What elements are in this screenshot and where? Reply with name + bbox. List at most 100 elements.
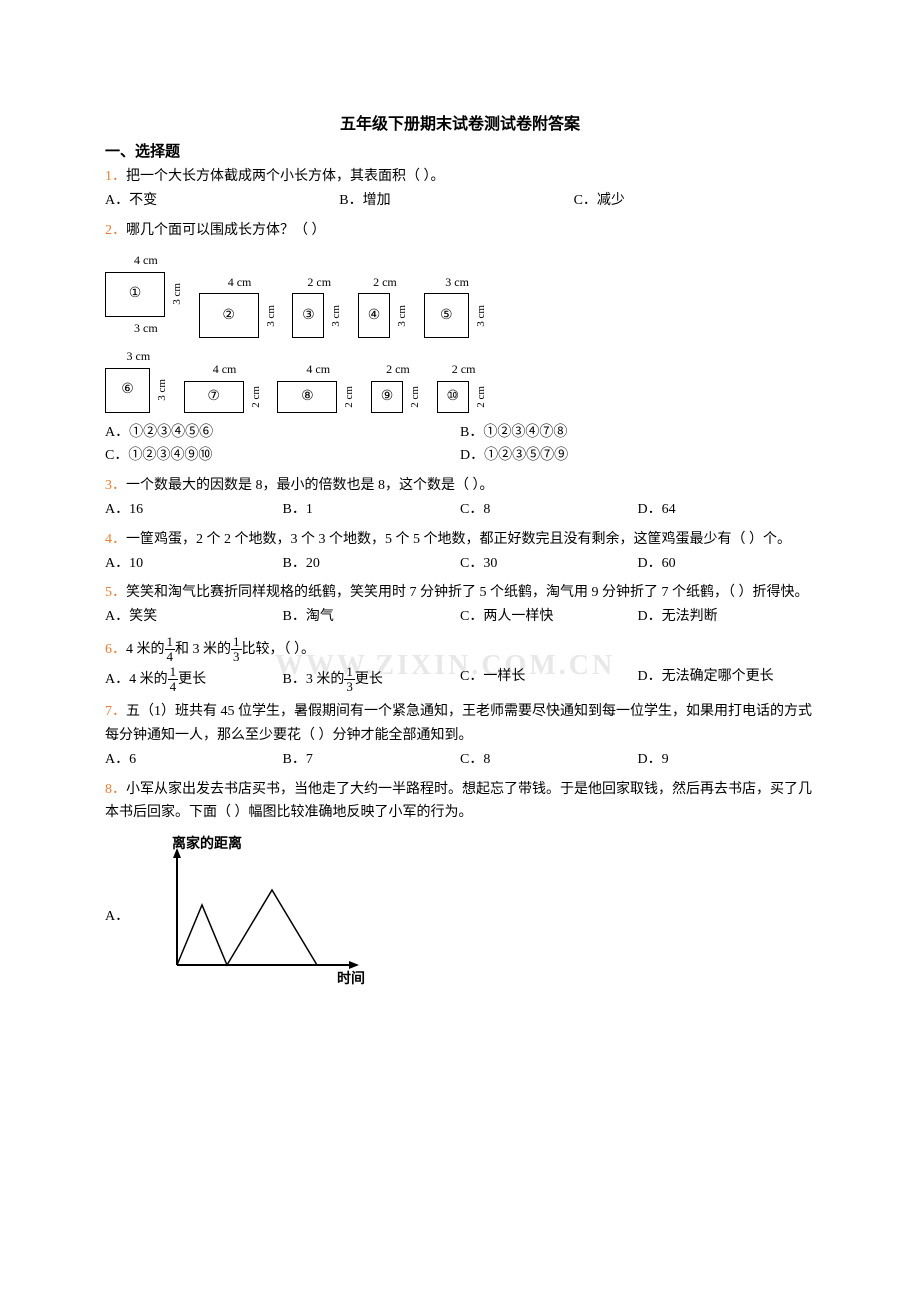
- q6-f1d: 4: [165, 650, 176, 664]
- question-2: 2．哪几个面可以围成长方体？（ ） 4 cm①3 cm3 cm4 cm②3 cm…: [105, 219, 815, 469]
- rect-box-wrap: ⑧ 2 cm: [277, 381, 359, 413]
- q6-a-frac: 14: [168, 665, 179, 695]
- q8-choice-a-label: A．: [105, 835, 129, 929]
- q1-choices: A．不变 B．增加 C．减少: [105, 189, 815, 213]
- q8-chart-svg: 离家的距离时间: [147, 835, 377, 985]
- q6-a-fn: 1: [168, 665, 179, 680]
- q2-text: 哪几个面可以围成长方体？（ ）: [126, 223, 326, 238]
- rect-box: ⑩: [437, 381, 469, 413]
- q4-choice-b: B．20: [283, 552, 461, 576]
- rect-item: 2 cm ⑩ 2 cm: [437, 359, 491, 412]
- question-7: 7．五（1）班共有 45 位学生，暑假期间有一个紧急通知，王老师需要尽快通知到每…: [105, 700, 815, 771]
- rect-box-wrap: ④3 cm: [358, 293, 412, 338]
- rect-right-label: 3 cm: [168, 283, 187, 305]
- q2-rect-row-1: 4 cm①3 cm3 cm4 cm②3 cm2 cm③3 cm2 cm④3 cm…: [105, 250, 815, 338]
- q2-rect-row-2: 3 cm⑥3 cm4 cm⑦2 cm4 cm⑧2 cm2 cm⑨2 cm2 cm…: [105, 346, 815, 412]
- q6-b-frac: 13: [344, 665, 355, 695]
- rect-right-label: 2 cm: [406, 386, 425, 408]
- q6-frac2: 13: [231, 635, 242, 665]
- q3-choice-c: C．8: [460, 498, 638, 522]
- q6-a-pre: A．4 米的: [105, 672, 168, 687]
- page-title: 五年级下册期末试卷测试卷附答案: [105, 110, 815, 134]
- q5-text: 笑笑和淘气比赛折同样规格的纸鹤，笑笑用时 7 分钟折了 5 个纸鹤，淘气用 9 …: [126, 585, 809, 600]
- q4-text: 一筐鸡蛋，2 个 2 个地数，3 个 3 个地数，5 个 5 个地数，都正好数完…: [126, 532, 791, 547]
- q3-choice-a: A．16: [105, 498, 283, 522]
- q4-choices: A．10 B．20 C．30 D．60: [105, 552, 815, 576]
- rect-box-wrap: ⑩ 2 cm: [437, 381, 491, 413]
- rect-id: ⑥: [121, 378, 134, 402]
- rect-item: 3 cm⑥3 cm: [105, 346, 172, 412]
- question-3: 3．一个数最大的因数是 8，最小的倍数也是 8，这个数是（ ）。 A．16 B．…: [105, 474, 815, 522]
- rect-id: ①: [129, 282, 142, 306]
- q7-text: 五（1）班共有 45 位学生，暑假期间有一个紧急通知，王老师需要尽快通知到每一位…: [105, 704, 812, 743]
- rect-id: ⑧: [301, 385, 314, 409]
- rect-box: ④: [358, 293, 390, 338]
- rect-top-label: 4 cm: [134, 250, 158, 270]
- rect-top-label: 2 cm: [452, 359, 476, 379]
- rect-box-wrap: ⑤ 3 cm: [424, 293, 491, 338]
- rect-box-wrap: ⑦2 cm: [184, 381, 266, 413]
- question-1: 1．把一个大长方体截成两个小长方体，其表面积（ ）。 A．不变 B．增加 C．减…: [105, 165, 815, 213]
- q1-text: 把一个大长方体截成两个小长方体，其表面积（ ）。: [126, 169, 445, 184]
- q2-choice-d: D．①②③⑤⑦⑨: [460, 444, 815, 468]
- q7-choice-b: B．7: [283, 748, 461, 772]
- rect-box: ⑤: [424, 293, 469, 338]
- q1-number: 1．: [105, 169, 126, 184]
- q6-f1n: 1: [165, 635, 176, 650]
- q5-choice-b: B．淘气: [283, 605, 461, 629]
- q4-choice-d: D．60: [638, 552, 816, 576]
- rect-box-wrap: ⑥3 cm: [105, 368, 172, 413]
- rect-right-label: 2 cm: [472, 386, 491, 408]
- q1-choice-c: C．减少: [574, 189, 808, 213]
- rect-box: ⑨: [371, 381, 403, 413]
- rect-top-label: 2 cm: [307, 272, 331, 292]
- rect-box: ⑥: [105, 368, 150, 413]
- q2-number: 2．: [105, 223, 126, 238]
- rect-id: ⑤: [440, 304, 453, 328]
- rect-item: 3 cm ⑤ 3 cm: [424, 272, 491, 338]
- question-8: 8．小军从家出发去书店买书，当他走了大约一半路程时。想起忘了带钱。于是他回家取钱…: [105, 778, 815, 986]
- q2-choices: A．①②③④⑤⑥ B．①②③④⑦⑧ C．①②③④⑨⑩ D．①②③⑤⑦⑨: [105, 421, 815, 469]
- q3-text: 一个数最大的因数是 8，最小的倍数也是 8，这个数是（ ）。: [126, 478, 494, 493]
- q8-chart-wrap: A． 离家的距离时间: [105, 835, 815, 985]
- q2-choice-b: B．①②③④⑦⑧: [460, 421, 815, 445]
- q2-choice-a: A．①②③④⑤⑥: [105, 421, 460, 445]
- q2-choice-c: C．①②③④⑨⑩: [105, 444, 460, 468]
- rect-box: ⑦: [184, 381, 244, 413]
- q6-choice-d: D．无法确定哪个更长: [638, 665, 816, 695]
- rect-top-label: 4 cm: [213, 359, 237, 379]
- q4-choice-a: A．10: [105, 552, 283, 576]
- rect-right-label: 3 cm: [472, 305, 491, 327]
- q6-b-fd: 3: [344, 680, 355, 694]
- rect-item: 2 cm③3 cm: [292, 272, 346, 338]
- rect-right-label: 2 cm: [247, 386, 266, 408]
- q6-f2d: 3: [231, 650, 242, 664]
- q6-mid: 和 3 米的: [175, 642, 231, 657]
- q3-choice-b: B．1: [283, 498, 461, 522]
- rect-right-label: 2 cm: [340, 386, 359, 408]
- rect-top-label: 2 cm: [386, 359, 410, 379]
- rect-id: ⑩: [446, 385, 459, 409]
- rect-box: ③: [292, 293, 324, 338]
- rect-top-label: 3 cm: [127, 346, 151, 366]
- q4-choice-c: C．30: [460, 552, 638, 576]
- rect-box-wrap: ⑨2 cm: [371, 381, 425, 413]
- q3-choice-d: D．64: [638, 498, 816, 522]
- svg-text:离家的距离: 离家的距离: [172, 835, 242, 852]
- q6-post: 比较，（ ）。: [242, 642, 316, 657]
- rect-box: ①: [105, 272, 165, 317]
- q1-choice-a: A．不变: [105, 189, 339, 213]
- rect-top-label: 3 cm: [445, 272, 469, 292]
- q6-number: 6．: [105, 642, 126, 657]
- q8-chart: 离家的距离时间: [147, 835, 377, 985]
- rect-item: 4 cm⑧2 cm: [277, 359, 359, 412]
- q1-choice-b: B．增加: [339, 189, 573, 213]
- q6-f2n: 1: [231, 635, 242, 650]
- q6-choice-b: B．3 米的13更长: [283, 665, 461, 695]
- q5-choice-d: D．无法判断: [638, 605, 816, 629]
- rect-item: 4 cm①3 cm3 cm: [105, 250, 187, 338]
- q4-number: 4．: [105, 532, 126, 547]
- q7-choice-d: D．9: [638, 748, 816, 772]
- rect-id: ②: [222, 304, 235, 328]
- q5-choice-a: A．笑笑: [105, 605, 283, 629]
